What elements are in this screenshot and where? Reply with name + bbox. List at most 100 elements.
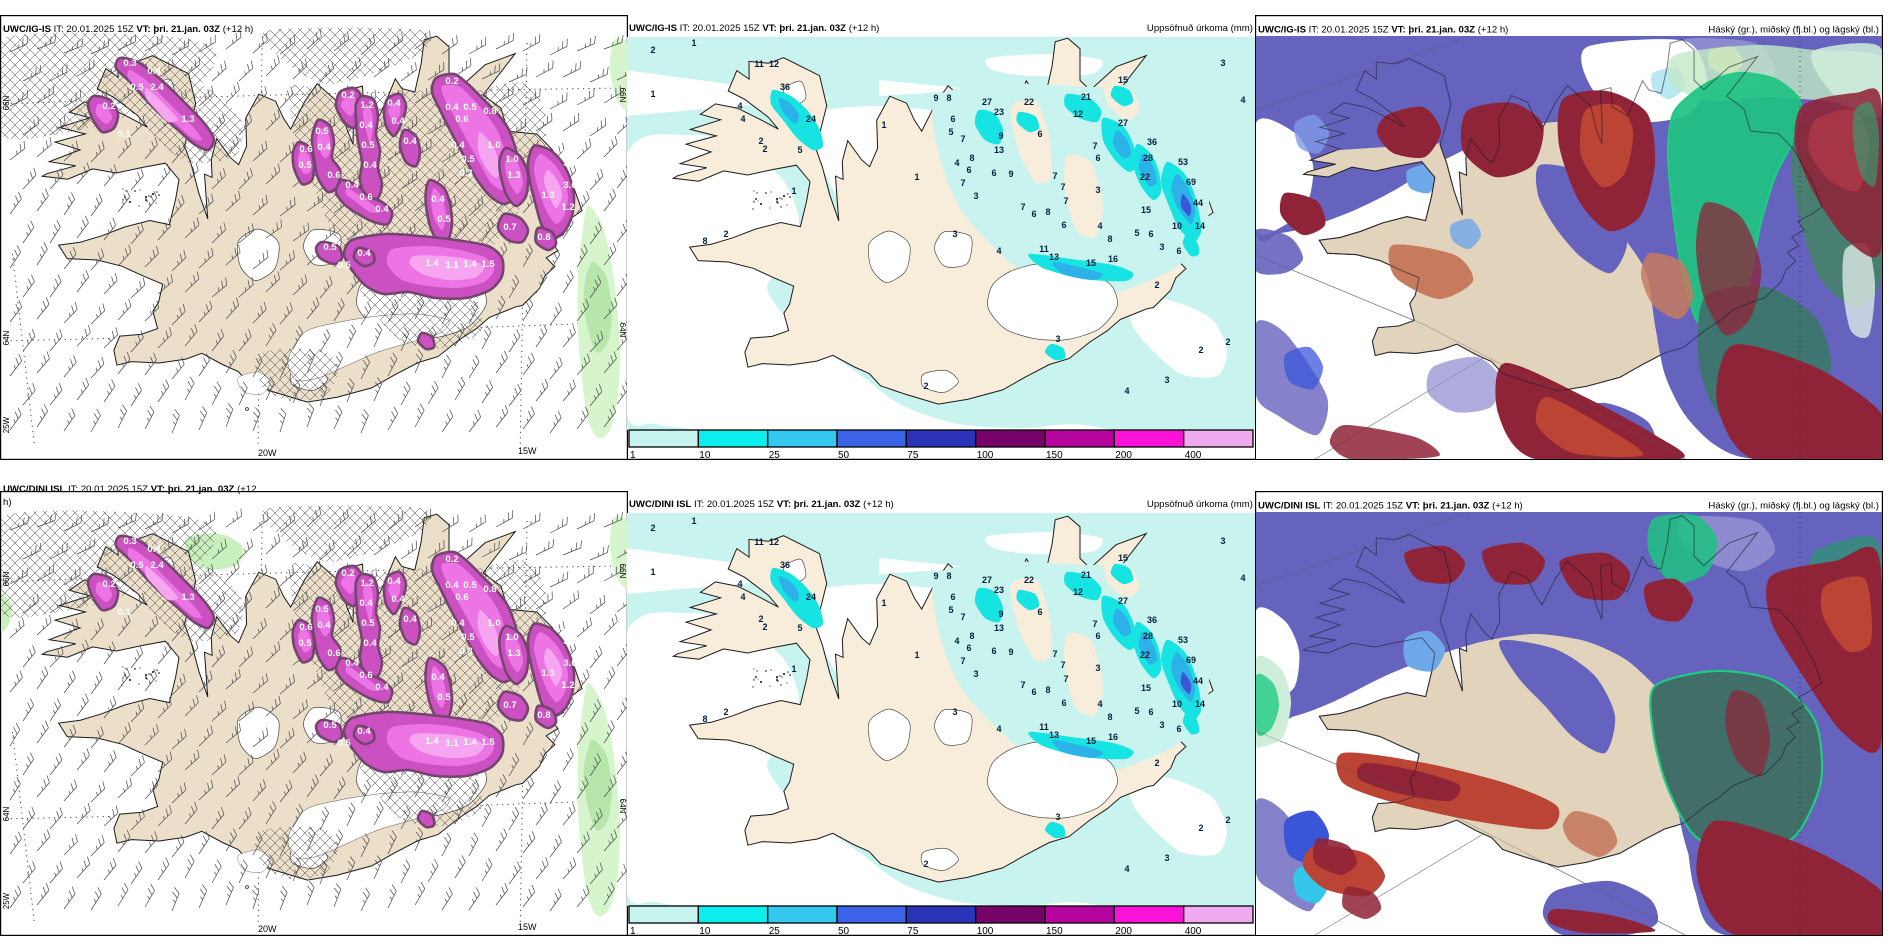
svg-text:0.4: 0.4 [375, 682, 389, 693]
svg-text:7: 7 [1092, 141, 1097, 151]
svg-text:1.0: 1.0 [487, 140, 500, 151]
svg-text:64N: 64N [2, 806, 11, 821]
svg-text:0.3: 0.3 [459, 646, 472, 657]
svg-text:4: 4 [1124, 386, 1129, 396]
svg-text:0.4: 0.4 [359, 120, 373, 131]
svg-text:1: 1 [791, 664, 796, 674]
svg-text:15: 15 [1086, 736, 1096, 746]
svg-text:24: 24 [806, 592, 816, 602]
svg-text:64N: 64N [618, 323, 627, 338]
svg-text:27: 27 [982, 97, 992, 107]
svg-text:0.6: 0.6 [327, 648, 340, 659]
svg-text:7: 7 [960, 134, 965, 144]
svg-text:1: 1 [791, 186, 796, 196]
svg-text:0.7: 0.7 [503, 222, 516, 233]
svg-text:12: 12 [769, 59, 779, 69]
svg-text:3: 3 [1164, 375, 1169, 385]
svg-text:0.5: 0.5 [461, 632, 475, 643]
svg-text:7: 7 [1020, 202, 1025, 212]
svg-text:UWC/IG-IS IT: 20.01.2025 15Z V: UWC/IG-IS IT: 20.01.2025 15Z VT: þri. 21… [1258, 25, 1508, 36]
svg-text:3: 3 [952, 229, 957, 239]
svg-text:6: 6 [1037, 607, 1042, 617]
svg-text:200: 200 [1115, 926, 1132, 936]
svg-text:10: 10 [1172, 699, 1182, 709]
svg-text:0.4: 0.4 [345, 658, 359, 669]
svg-text:7: 7 [1063, 674, 1068, 684]
svg-text:13: 13 [994, 623, 1004, 633]
svg-text:150: 150 [1046, 450, 1063, 460]
svg-text:1.1: 1.1 [445, 260, 459, 271]
svg-text:9: 9 [1008, 169, 1013, 179]
svg-text:15: 15 [1141, 683, 1151, 693]
svg-text:2: 2 [723, 707, 728, 717]
svg-text:0.4: 0.4 [317, 620, 331, 631]
svg-text:1.2: 1.2 [360, 578, 373, 589]
svg-text:21: 21 [1081, 570, 1091, 580]
svg-text:0.4: 0.4 [387, 98, 401, 109]
svg-text:7: 7 [960, 178, 965, 188]
svg-text:13: 13 [1049, 252, 1059, 262]
svg-text:0.4: 0.4 [387, 576, 401, 587]
svg-text:25: 25 [769, 926, 781, 936]
svg-text:6: 6 [1095, 153, 1100, 163]
svg-text:22: 22 [1140, 650, 1150, 660]
svg-text:6: 6 [991, 168, 996, 178]
svg-text:14: 14 [1195, 221, 1205, 231]
svg-text:4: 4 [996, 246, 1001, 256]
svg-text:1: 1 [691, 38, 696, 48]
svg-text:3: 3 [973, 191, 978, 201]
svg-text:1: 1 [881, 598, 886, 608]
svg-text:0.4: 0.4 [317, 142, 331, 153]
svg-text:100: 100 [977, 926, 994, 936]
svg-text:3.7: 3.7 [563, 636, 576, 647]
svg-text:1: 1 [650, 89, 655, 99]
svg-text:0.8: 0.8 [483, 106, 496, 117]
svg-text:11: 11 [1039, 244, 1049, 254]
svg-text:5: 5 [948, 127, 953, 137]
svg-text:UWC/IG-IS IT: 20.01.2025 15Z V: UWC/IG-IS IT: 20.01.2025 15Z VT: þri. 21… [3, 24, 253, 35]
svg-text:2: 2 [758, 136, 763, 146]
svg-text:0.4: 0.4 [431, 672, 445, 683]
svg-text:10: 10 [699, 926, 711, 936]
svg-text:0.5: 0.5 [463, 580, 477, 591]
svg-text:2: 2 [1225, 815, 1230, 825]
svg-text:2: 2 [758, 614, 763, 624]
svg-text:4: 4 [737, 579, 742, 589]
svg-text:7: 7 [1063, 196, 1068, 206]
svg-text:3: 3 [1095, 663, 1100, 673]
svg-text:5: 5 [1134, 706, 1139, 716]
svg-text:28: 28 [1143, 153, 1153, 163]
svg-text:16: 16 [1108, 254, 1118, 264]
svg-text:UWC/DINI ISL IT: 20.01.2025 15: UWC/DINI ISL IT: 20.01.2025 15Z VT: þri.… [1258, 501, 1523, 512]
svg-text:2: 2 [1198, 345, 1203, 355]
svg-text:0.6: 0.6 [455, 114, 468, 125]
svg-text:50: 50 [838, 450, 850, 460]
svg-text:1: 1 [914, 650, 919, 660]
svg-text:15: 15 [1141, 205, 1151, 215]
svg-text:0.5: 0.5 [437, 214, 451, 225]
svg-text:0.8: 0.8 [537, 232, 550, 243]
svg-text:6: 6 [1061, 220, 1066, 230]
svg-text:3.6: 3.6 [563, 180, 576, 191]
svg-text:1.0: 1.0 [505, 154, 518, 165]
svg-text:3: 3 [1055, 812, 1060, 822]
svg-text:0.1: 0.1 [117, 607, 131, 618]
svg-text:0.4: 0.4 [451, 140, 465, 151]
svg-text:Háský (gr.), miðský (fj.bl.) o: Háský (gr.), miðský (fj.bl.) og lágský (… [1708, 501, 1879, 512]
svg-text:6: 6 [1037, 129, 1042, 139]
svg-text:1.4: 1.4 [425, 736, 439, 747]
svg-text:4: 4 [1097, 221, 1102, 231]
svg-text:200: 200 [1115, 450, 1132, 460]
svg-text:36: 36 [1147, 137, 1157, 147]
svg-text:6: 6 [1095, 631, 1100, 641]
svg-text:1.4: 1.4 [463, 737, 477, 748]
svg-text:14: 14 [1195, 699, 1205, 709]
svg-text:0.5: 0.5 [298, 160, 312, 171]
svg-text:0.5: 0.5 [298, 638, 312, 649]
svg-text:Háský (gr.), miðský (fj.bl.) o: Háský (gr.), miðský (fj.bl.) og lágský (… [1708, 25, 1879, 36]
svg-text:0.5: 0.5 [323, 242, 337, 253]
svg-text:27: 27 [1118, 596, 1128, 606]
svg-text:13: 13 [994, 145, 1004, 155]
svg-text:6: 6 [966, 643, 971, 653]
svg-text:2: 2 [650, 523, 655, 533]
